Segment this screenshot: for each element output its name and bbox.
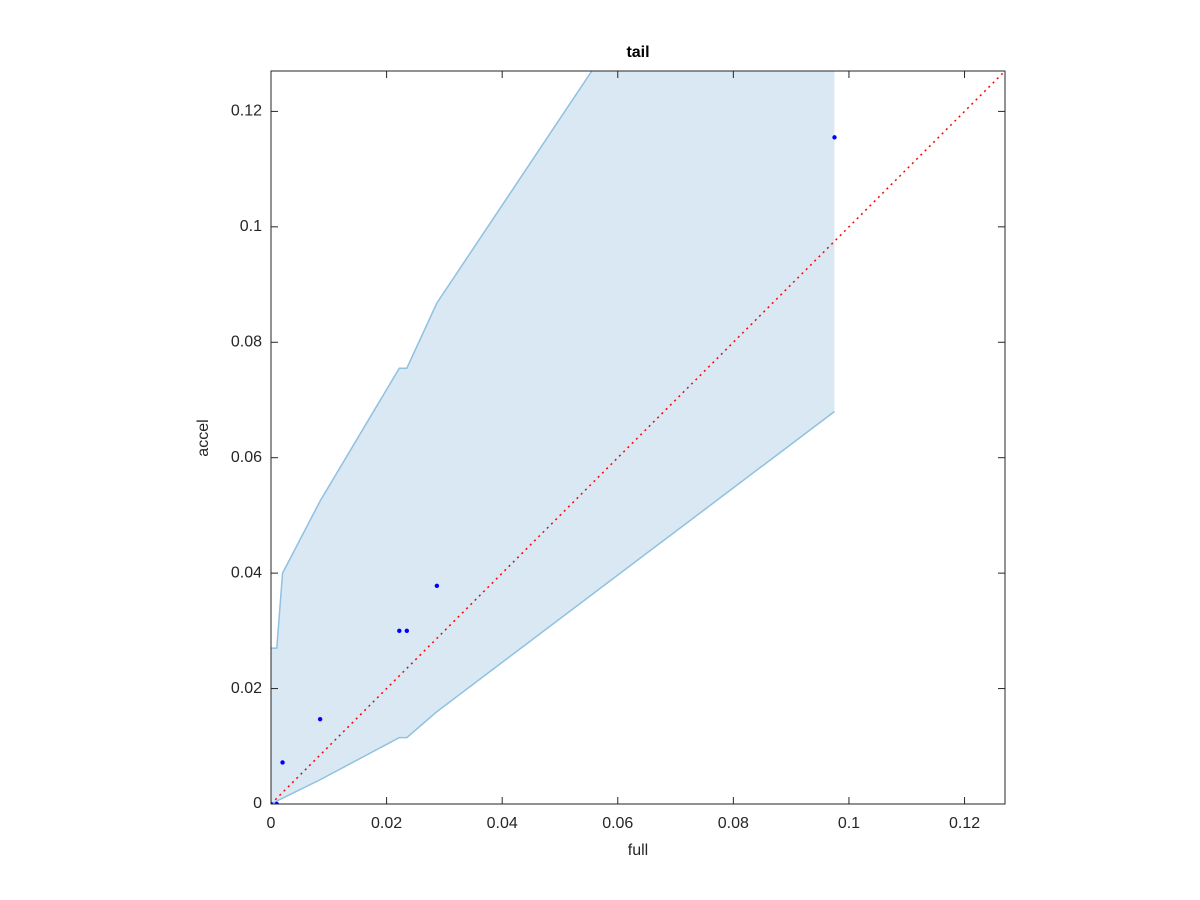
data-point [317,716,323,722]
x-tick-label: 0.12 [949,815,980,832]
y-tick-label: 0.08 [231,333,262,350]
data-point [434,583,440,589]
y-tick-label: 0.12 [231,103,262,120]
data-point [271,801,274,804]
data-point [404,628,410,634]
x-tick-label: 0.1 [838,815,860,832]
band-lower-edge [271,410,835,804]
data-point [280,760,285,765]
y-tick-label: 0.1 [240,218,262,235]
axes-box [270,70,1006,805]
data-point [832,135,837,140]
data-point [274,801,279,804]
chart-title: tail [626,44,649,61]
identity-line [271,71,1005,804]
plot-area [271,71,1005,804]
x-tick-label: 0.06 [602,815,633,832]
data-point [397,628,402,634]
x-tick-label: 0.08 [718,815,749,832]
y-tick-label: 0 [253,795,262,812]
y-tick-label: 0.04 [231,564,262,581]
x-tick-label: 0 [267,815,276,832]
axes: 0 0.02 0.04 0.06 0.08 0.1 0.12 0 0.02 0.04 0.06 0.0… [231,70,1006,832]
confidence-band [271,71,835,804]
band-upper-edge [271,71,593,649]
y-axis-label: accel [195,419,212,456]
x-axis-label: full [628,842,648,859]
x-tick-label: 0.04 [487,815,518,832]
y-tick-label: 0.02 [231,680,262,697]
x-tick-label: 0.02 [371,815,402,832]
y-tick-label: 0.06 [231,449,262,466]
